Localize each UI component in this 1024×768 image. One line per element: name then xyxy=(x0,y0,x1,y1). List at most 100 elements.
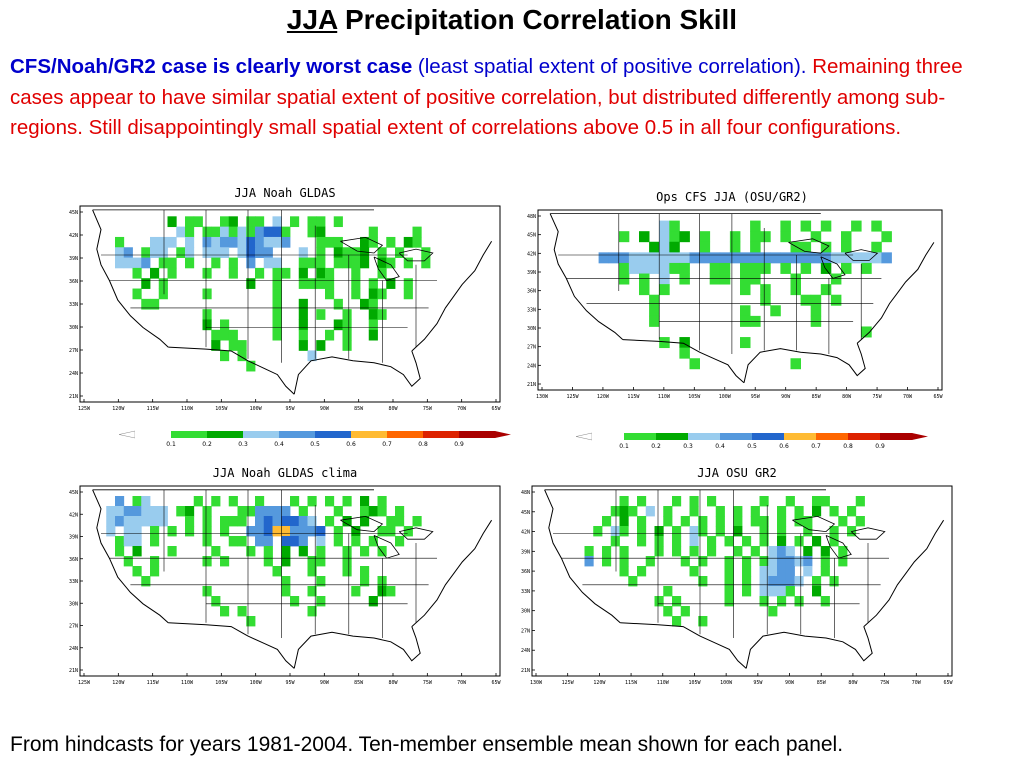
heatmap-cell xyxy=(333,216,343,228)
lake-outline xyxy=(340,515,384,533)
heatmap-cell xyxy=(360,566,370,577)
heatmap-cell xyxy=(307,516,317,527)
heatmap-cell xyxy=(368,236,378,248)
lon-tick-label: 100W xyxy=(250,406,263,412)
heatmap-cell xyxy=(263,257,273,269)
heatmap-cell xyxy=(342,556,352,567)
heatmap-cell xyxy=(246,616,256,627)
heatmap-cell xyxy=(298,340,308,351)
heatmap-cell xyxy=(750,506,760,517)
lake-outline xyxy=(844,249,879,261)
heatmap-cell xyxy=(132,546,142,557)
heatmap-cell xyxy=(211,329,221,341)
heatmap-cell xyxy=(395,516,405,527)
heatmap-cell xyxy=(167,267,177,279)
heatmap-cell xyxy=(237,350,247,362)
heatmap-cell xyxy=(861,262,872,274)
heatmap-cell xyxy=(820,496,830,507)
heatmap-cell xyxy=(777,576,787,587)
heatmap-cell xyxy=(141,247,151,258)
heatmap-cell xyxy=(272,566,282,577)
panel-title: JJA Noah GLDAS clima xyxy=(212,466,358,480)
heatmap-cell xyxy=(871,252,882,264)
lon-tick-label: 125W xyxy=(566,394,579,400)
colorbar-swatch xyxy=(656,433,689,440)
heatmap-cell xyxy=(246,360,256,372)
heatmap-cell xyxy=(255,236,265,248)
heatmap-cell xyxy=(132,257,142,269)
heatmap-cell xyxy=(707,536,717,547)
heatmap-cell xyxy=(150,526,160,537)
heatmap-cell xyxy=(150,247,160,258)
heatmap-cell xyxy=(829,526,839,537)
colorbar-label: 0.2 xyxy=(202,441,212,448)
colorbar-arrow-left xyxy=(575,432,593,441)
coastline xyxy=(745,626,873,669)
heatmap-cell xyxy=(777,556,787,567)
heatmap-cell xyxy=(360,236,370,248)
heatmap-cell xyxy=(659,231,670,243)
heatmap-cell xyxy=(150,506,160,517)
lon-tick-label: 75W xyxy=(423,680,433,686)
heatmap-cell xyxy=(316,267,326,279)
heatmap-cell xyxy=(689,252,700,264)
heatmap-cell xyxy=(360,257,370,269)
country-border xyxy=(168,622,295,669)
heatmap-cell xyxy=(810,305,822,317)
heatmap-cell xyxy=(386,516,396,527)
colorbar-swatch xyxy=(720,433,753,440)
heatmap-cell xyxy=(663,606,673,617)
heatmap-cell xyxy=(342,340,352,351)
heatmap-cell xyxy=(325,496,335,507)
heatmap-cell xyxy=(669,252,680,264)
heatmap-cell xyxy=(150,236,160,248)
summary-blue-plain: (least spatial extent of positive correl… xyxy=(412,55,807,78)
heatmap-cell xyxy=(202,267,212,279)
heatmap-cell xyxy=(316,236,326,248)
heatmap-cell xyxy=(654,536,664,547)
coastline xyxy=(411,241,493,352)
heatmap-cell xyxy=(158,257,168,269)
heatmap-cell xyxy=(768,576,778,587)
heatmap-cell xyxy=(628,252,640,264)
heatmap-cell xyxy=(316,596,326,607)
lon-tick-label: 120W xyxy=(112,680,125,686)
lon-tick-label: 95W xyxy=(751,394,761,400)
heatmap-cell xyxy=(654,546,664,557)
heatmap-cell xyxy=(202,586,212,597)
heatmap-cell xyxy=(150,298,160,310)
heatmap-cell xyxy=(220,556,230,567)
heatmap-cell xyxy=(325,288,335,300)
heatmap-cell xyxy=(386,278,396,289)
heatmap-cell xyxy=(777,526,787,537)
heatmap-cell xyxy=(421,257,431,269)
colorbar-swatch xyxy=(351,431,388,438)
heatmap-cell xyxy=(780,220,791,232)
heatmap-cell xyxy=(724,596,734,607)
heatmap-cell xyxy=(777,596,787,607)
heatmap-cell xyxy=(132,526,142,537)
colorbar-swatch xyxy=(135,431,172,438)
heatmap-cell xyxy=(689,506,699,517)
heatmap-cell xyxy=(679,273,690,285)
heatmap-cell xyxy=(637,566,647,577)
heatmap-cell xyxy=(185,257,195,269)
colorbar-swatch xyxy=(880,433,913,440)
heatmap-cell xyxy=(742,536,752,547)
heatmap-cell xyxy=(255,536,265,547)
heatmap-cell xyxy=(729,241,741,253)
heatmap-cell xyxy=(202,226,212,238)
heatmap-cell xyxy=(255,226,265,238)
heatmap-cell xyxy=(351,247,361,258)
heatmap-cell xyxy=(829,506,839,517)
lat-tick-label: 42N xyxy=(69,233,78,239)
heatmap-cell xyxy=(290,596,300,607)
heatmap-cell xyxy=(618,262,630,274)
heatmap-cell xyxy=(699,241,711,253)
heatmap-cell xyxy=(742,566,752,577)
heatmap-cell xyxy=(812,496,822,507)
heatmap-cell xyxy=(689,496,699,507)
heatmap-cell xyxy=(185,516,195,527)
heatmap-cell xyxy=(141,506,151,517)
heatmap-cell xyxy=(307,226,317,238)
